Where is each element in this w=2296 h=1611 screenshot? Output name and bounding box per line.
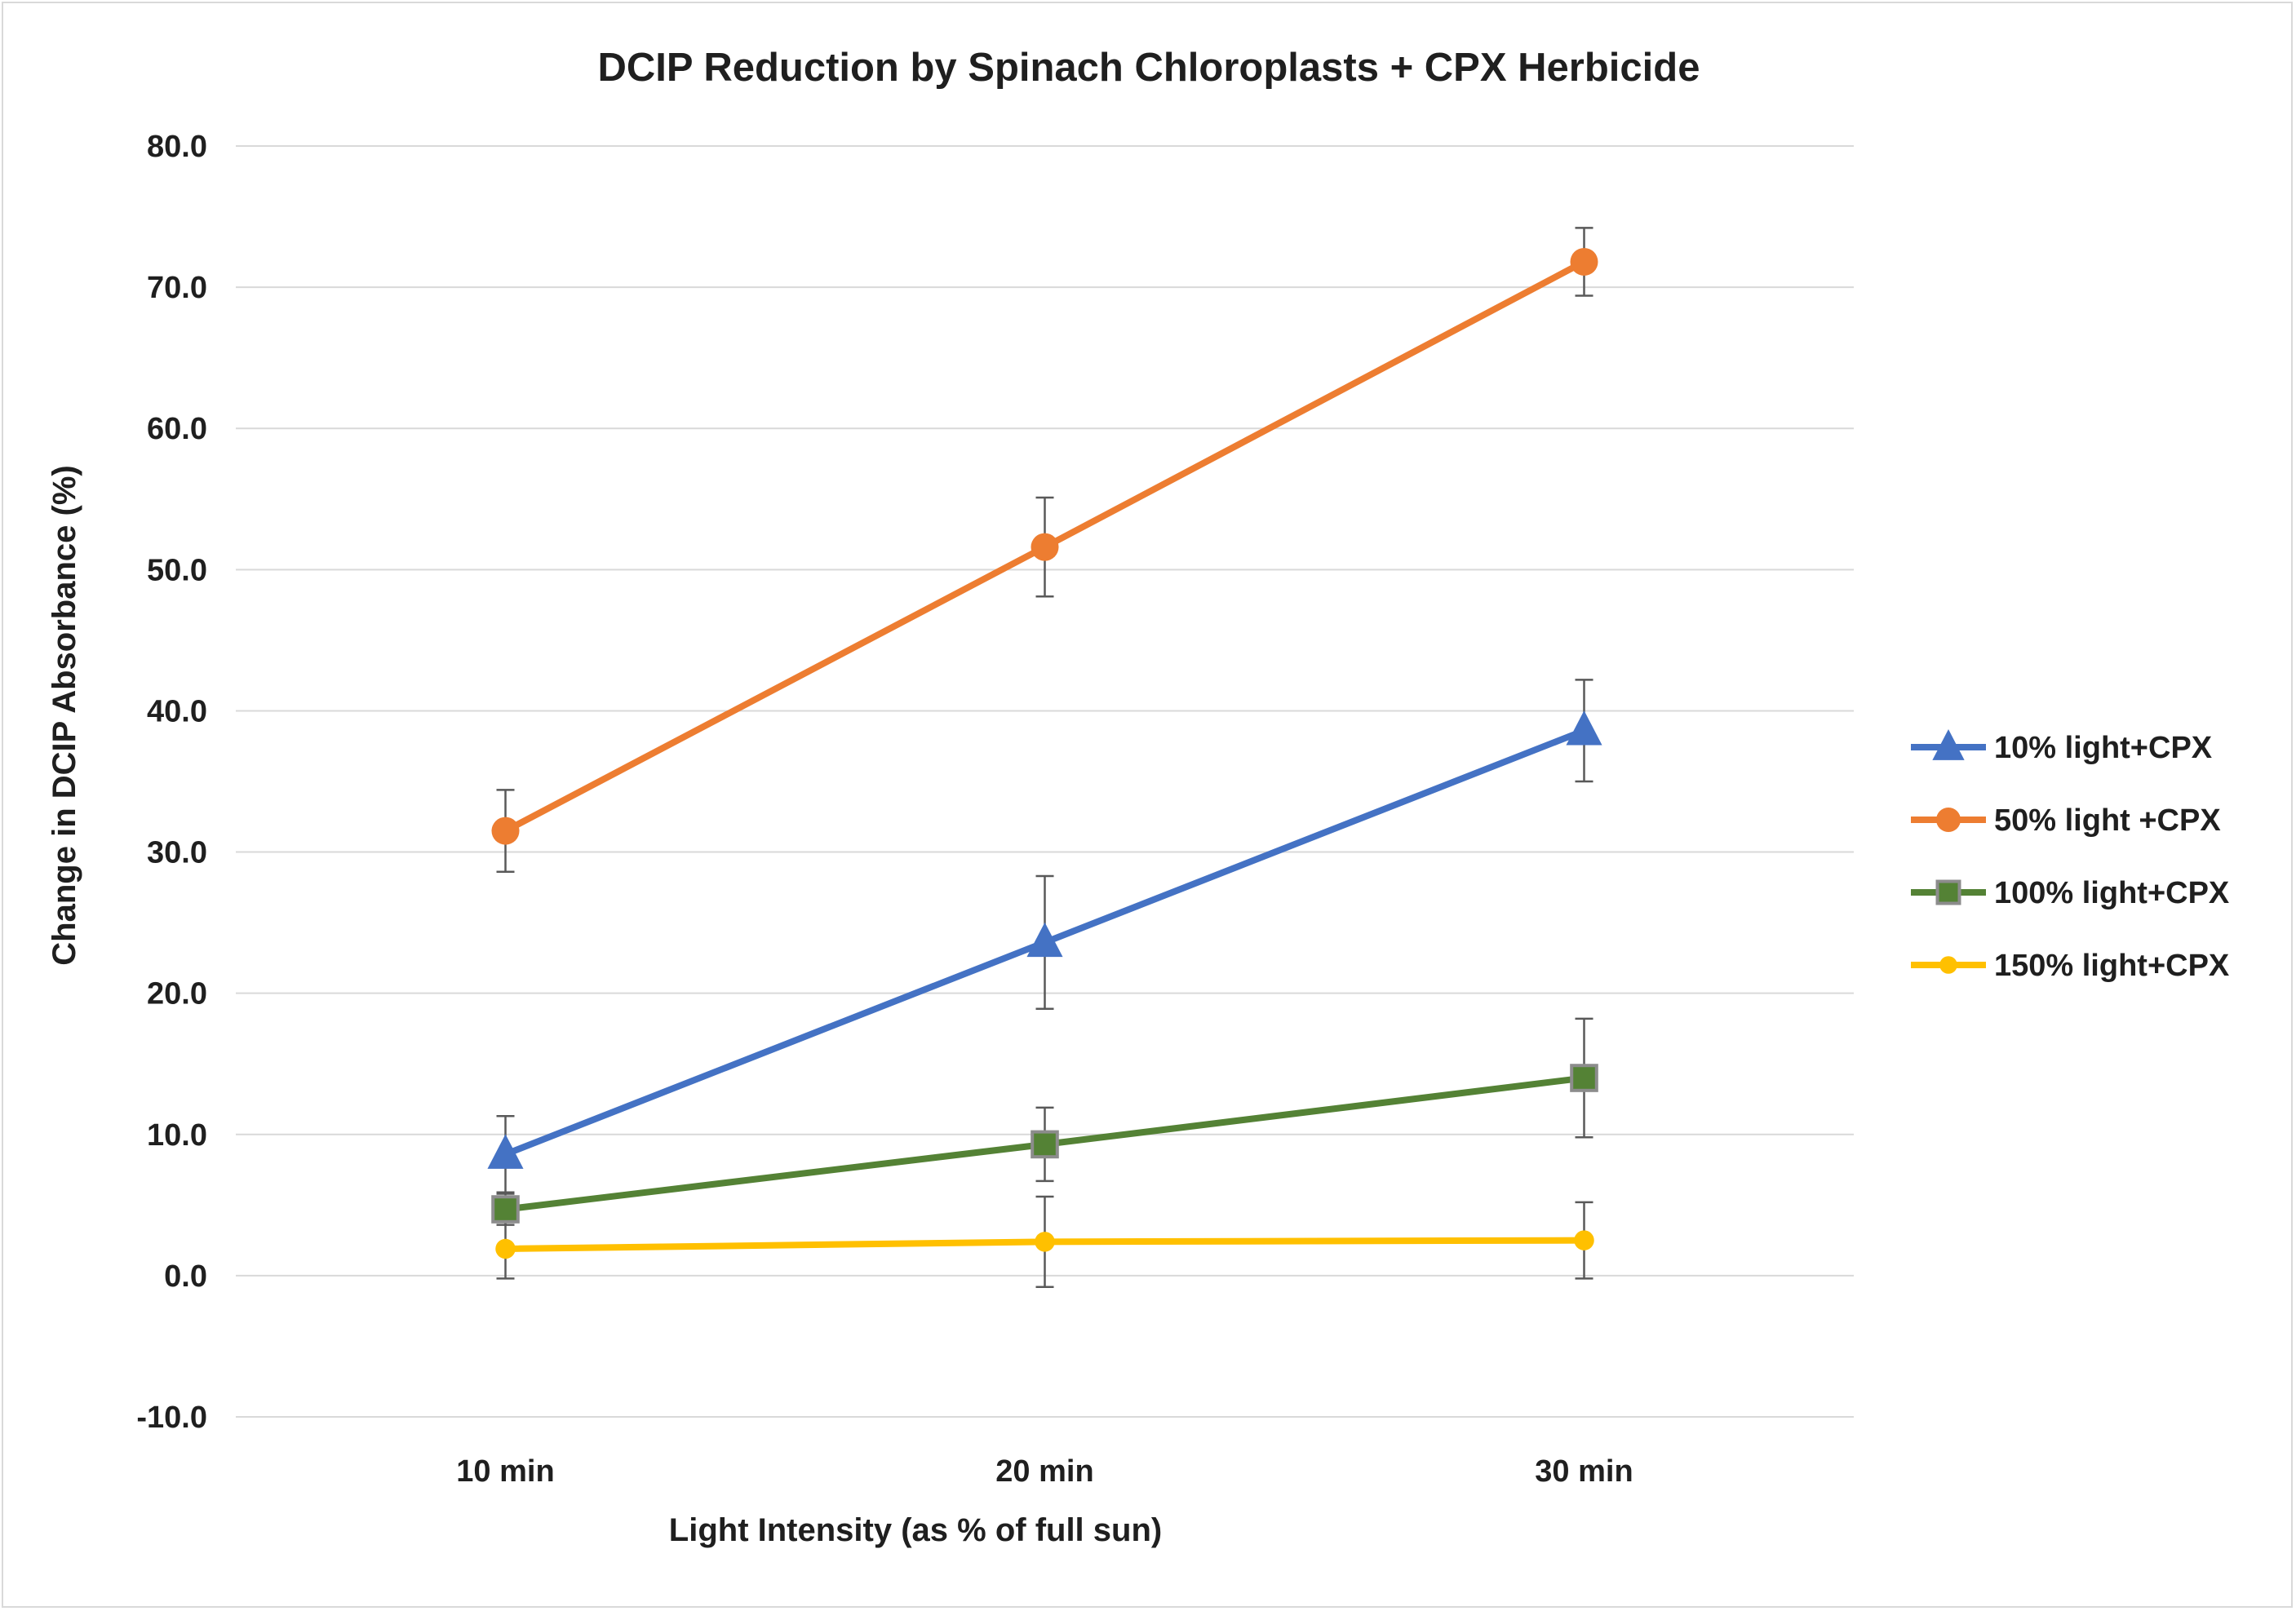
x-axis-ticks: 10 min 20 min 30 min — [456, 1454, 1633, 1489]
line-chart: DCIP Reduction by Spinach Chloroplasts +… — [47, 46, 2230, 1548]
legend-label: 100% light+CPX — [1994, 876, 2230, 910]
legend-label: 50% light +CPX — [1994, 803, 2221, 838]
legend-marker — [1935, 879, 1961, 905]
series-markers — [487, 247, 1602, 1259]
legend-label: 150% light+CPX — [1994, 949, 2230, 983]
data-point — [1570, 247, 1598, 276]
data-point — [491, 817, 520, 845]
x-axis-title: Light Intensity (as % of full sun) — [669, 1512, 1162, 1548]
data-point — [1026, 922, 1063, 958]
y-tick-label: 40.0 — [147, 694, 207, 728]
legend-marker — [1939, 956, 1957, 974]
data-point — [1574, 1230, 1594, 1250]
data-point — [1031, 1130, 1059, 1159]
data-point — [1566, 710, 1602, 746]
data-point — [1035, 1232, 1055, 1252]
x-tick-label: 10 min — [456, 1454, 554, 1489]
y-axis-title: Change in DCIP Absorbance (%) — [47, 465, 82, 965]
y-tick-label: 10.0 — [147, 1118, 207, 1153]
y-axis-ticks: -10.0 0.0 10.0 20.0 30.0 40.0 50.0 60.0 70.0 80.0 — [136, 130, 207, 1435]
x-tick-label: 30 min — [1535, 1454, 1633, 1489]
x-tick-label: 20 min — [995, 1454, 1093, 1489]
y-tick-label: -10.0 — [136, 1401, 207, 1435]
y-tick-label: 0.0 — [164, 1259, 207, 1294]
y-tick-label: 20.0 — [147, 977, 207, 1011]
y-tick-label: 70.0 — [147, 271, 207, 305]
legend-marker — [1932, 729, 1965, 760]
legend-marker — [1936, 808, 1961, 832]
y-tick-label: 50.0 — [147, 553, 207, 587]
legend-label: 10% light+CPX — [1994, 731, 2213, 765]
chart-title: DCIP Reduction by Spinach Chloroplasts +… — [598, 46, 1700, 90]
series-lines — [502, 258, 1588, 1252]
data-point — [491, 1195, 520, 1224]
y-tick-label: 60.0 — [147, 412, 207, 446]
data-point — [487, 1134, 524, 1169]
y-tick-label: 30.0 — [147, 836, 207, 870]
data-point — [1031, 533, 1059, 561]
data-point — [495, 1238, 516, 1259]
data-point — [1570, 1064, 1598, 1092]
y-tick-label: 80.0 — [147, 130, 207, 164]
legend: 10% light+CPX 50% light +CPX 100% light+CP… — [1911, 729, 2230, 983]
error-bars — [496, 227, 1593, 1288]
